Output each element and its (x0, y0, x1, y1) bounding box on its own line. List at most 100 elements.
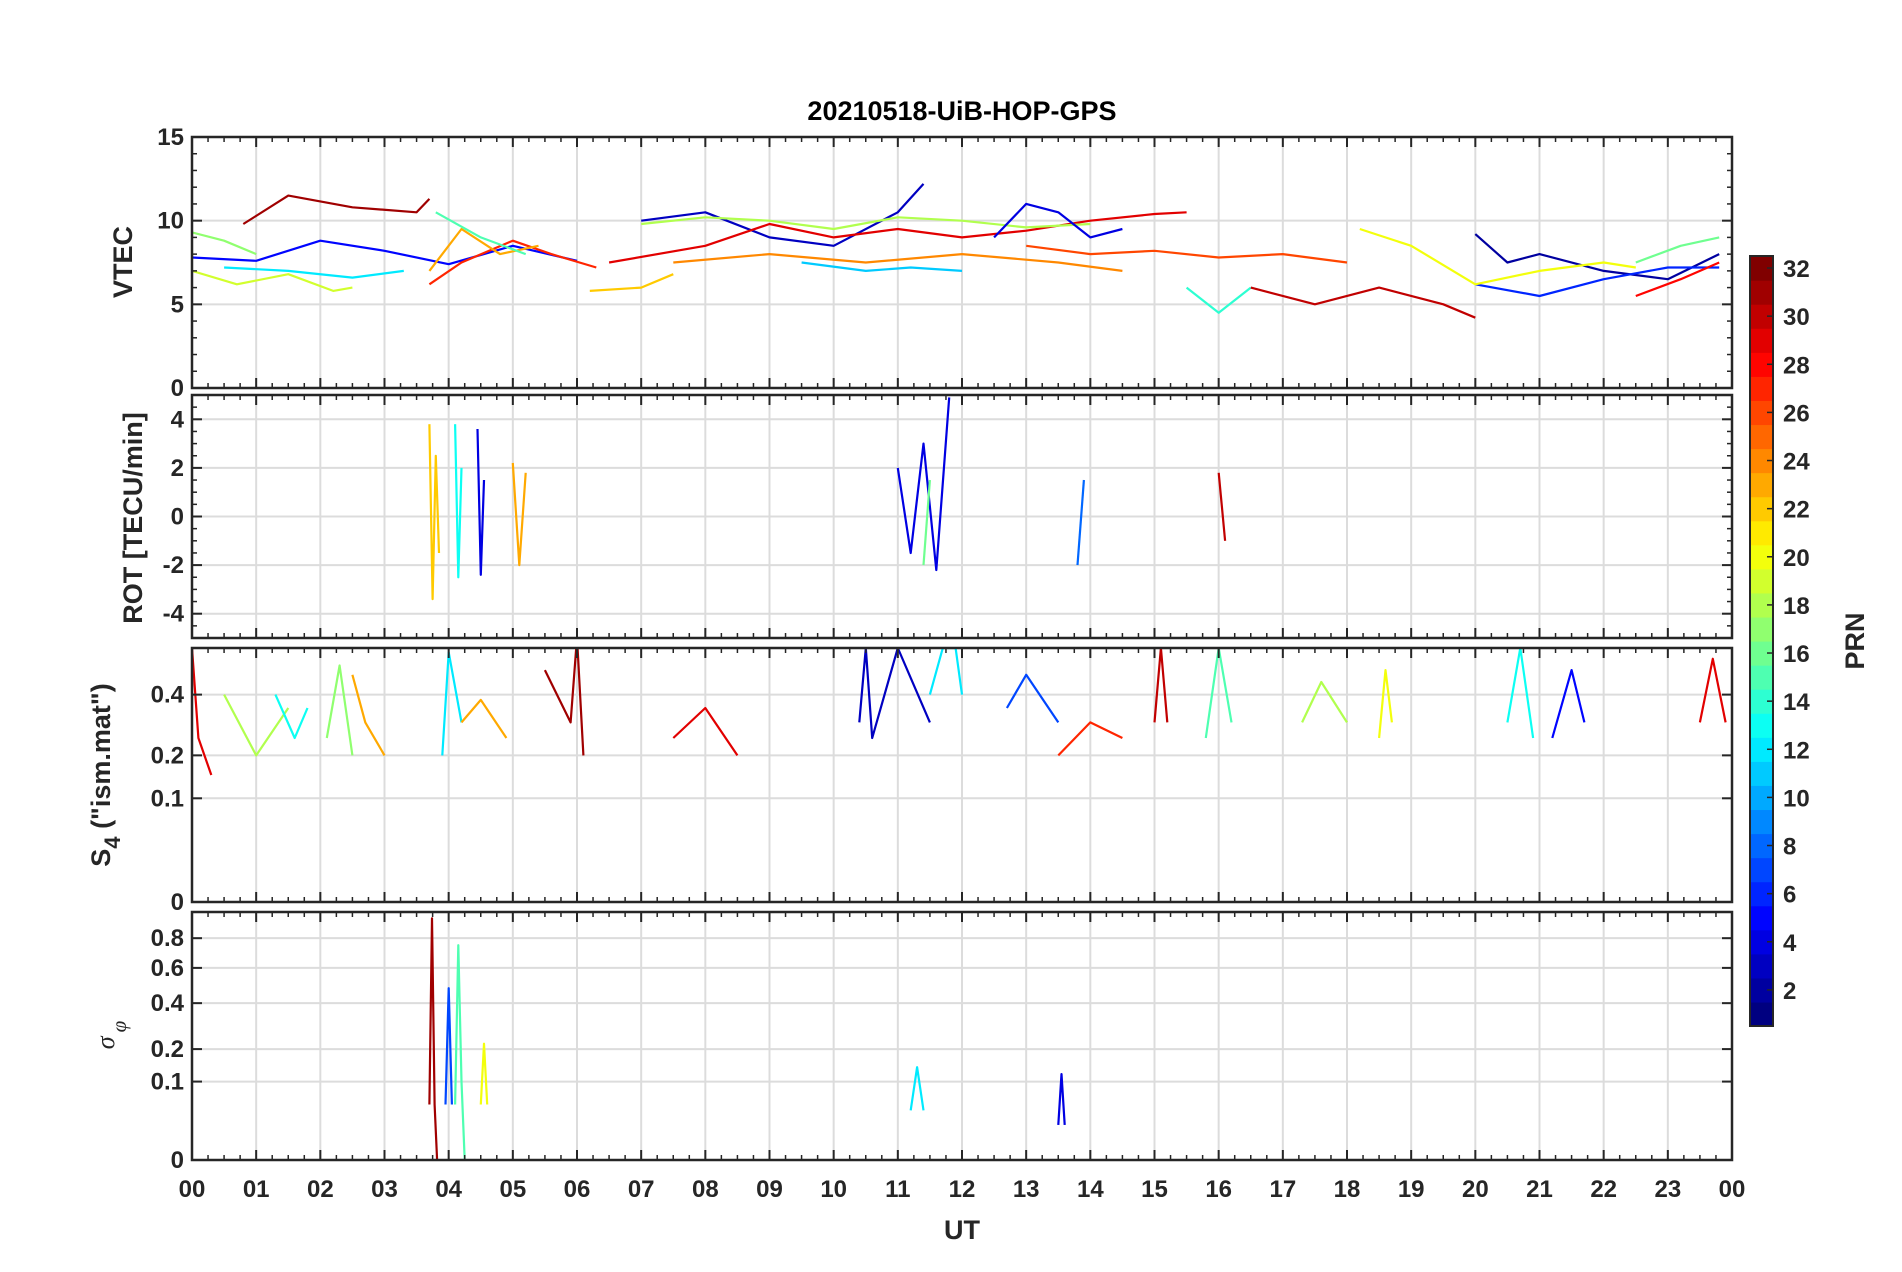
colorbar-tick-label: 32 (1783, 256, 1810, 283)
s4-series-prn-29 (192, 648, 213, 776)
colorbar-cell (1750, 665, 1773, 690)
colorbar-cell (1750, 953, 1773, 979)
vtec-series-prn-17 (192, 231, 257, 256)
x-tick-label: 06 (564, 1176, 591, 1203)
colorbar-cell (1750, 833, 1773, 859)
colorbar-tick-label: 30 (1783, 304, 1810, 331)
x-tick-label: 22 (1590, 1176, 1617, 1203)
colorbar-cell (1750, 616, 1773, 642)
vtec-ytick-label: 0 (171, 375, 184, 402)
rot-ytick-label: 2 (171, 455, 184, 482)
vtec-ytick-label: 15 (157, 124, 184, 151)
s4-panel: 0 0.1 0.2 0.4 S4 ("ism.mat") (86, 646, 1734, 916)
rot-ytick-label: -2 (163, 552, 184, 579)
x-tick-label: 13 (1013, 1176, 1040, 1203)
colorbar-cell (1750, 809, 1773, 835)
vtec-series-prn-5 (192, 239, 578, 266)
rot-series-prn-30 (1217, 472, 1227, 541)
x-tick-label: 07 (628, 1176, 655, 1203)
rot-ytick-label: -4 (163, 601, 185, 628)
x-tick-label: 15 (1141, 1176, 1168, 1203)
s4-ytick-label: 0 (171, 889, 184, 916)
vtec-series-prn-15 (435, 211, 527, 256)
s4-series-prn-20 (1378, 668, 1393, 739)
colorbar-cell (1750, 905, 1773, 931)
s4-series-prn-15 (1204, 648, 1233, 739)
vtec-series-prn-23 (428, 227, 539, 272)
sigma-phi-ylabel-base: σ (91, 1035, 120, 1049)
rot-series-prn-4 (896, 397, 951, 572)
colorbar-cell (1750, 1001, 1773, 1027)
s4-series-prn-5 (1551, 668, 1586, 739)
x-tick-label: 11 (885, 1176, 910, 1203)
rot-series-prn-13 (454, 424, 463, 579)
s4-series-prn-17 (325, 664, 354, 756)
vtec-series-prn-29 (608, 211, 1187, 264)
s4-series-prn-23 (351, 674, 386, 756)
x-tick-label: 23 (1654, 1176, 1681, 1203)
colorbar-tick-label: 20 (1783, 545, 1810, 572)
sigma-phi-ytick-label: 0.6 (151, 955, 184, 982)
vtec-series-prn-14 (1185, 286, 1252, 314)
s4-series-prn-3 (858, 648, 931, 740)
vtec-series-prn-6 (1475, 266, 1720, 298)
s4-ylabel-rest: ("ism.mat") (86, 683, 116, 836)
colorbar-cell (1750, 304, 1773, 329)
sigma-phi-ylabel: σφ (91, 1020, 131, 1049)
colorbar-cell (1750, 544, 1773, 570)
colorbar-cell (1750, 737, 1773, 762)
s4-ylabel-base: S (86, 849, 116, 867)
x-tick-label: 05 (499, 1176, 526, 1203)
colorbar-cell (1750, 376, 1773, 401)
colorbar-cell (1750, 280, 1773, 305)
colorbar-tick-label: 10 (1783, 785, 1810, 812)
vtec-series-prn-27 (428, 239, 597, 286)
x-tick-label: 10 (820, 1176, 847, 1203)
rot-panel: -4 -2 0 2 4 ROT [TECU/min] (118, 393, 1734, 640)
colorbar-tick-label: 16 (1783, 641, 1810, 668)
vtec-series-prn-2 (1474, 233, 1720, 281)
figure-title: 20210518-UiB-HOP-GPS (807, 96, 1116, 126)
vtec-series-prn-31 (242, 194, 431, 225)
vtec-ytick-label: 5 (171, 291, 184, 318)
colorbar-cell (1750, 496, 1773, 522)
x-tick-label: 09 (756, 1176, 783, 1203)
sigma-phi-ytick-label: 0.2 (151, 1036, 184, 1063)
s4-series-prn-29 (672, 706, 739, 757)
vtec-series-prn-19 (192, 269, 353, 292)
colorbar-cell (1750, 352, 1773, 377)
s4-series-prn-18 (223, 694, 290, 757)
colorbar-tick-label: 18 (1783, 593, 1810, 620)
vtec-ytick-label: 10 (157, 208, 184, 235)
colorbar-cell (1750, 881, 1773, 907)
colorbar-tick-label: 26 (1783, 400, 1810, 427)
x-tick-label: 17 (1269, 1176, 1296, 1203)
x-tick-label: 04 (435, 1176, 462, 1203)
colorbar-cell (1750, 424, 1773, 450)
s4-series-prn-31 (543, 648, 585, 756)
colorbar-cell (1750, 592, 1773, 618)
sigma-phi-ytick-label: 0 (171, 1147, 184, 1174)
rot-axes-box (190, 393, 1734, 640)
s4-ytick-label: 0.1 (151, 785, 184, 812)
colorbar-cell (1750, 977, 1773, 1003)
sigma-phi-ytick-label: 0.1 (151, 1069, 184, 1096)
s4-ytick-label: 0.4 (151, 682, 185, 709)
sigma-phi-series-prn-20 (479, 1042, 489, 1105)
colorbar-label: PRN (1840, 612, 1870, 669)
colorbar-tick-label: 6 (1783, 882, 1796, 909)
vtec-series-prn-12 (224, 266, 404, 279)
s4-series-prn-27 (1057, 721, 1123, 757)
s4-series-prn-13 (274, 694, 309, 740)
colorbar-cell (1750, 761, 1773, 786)
vtec-series-prn-22 (589, 273, 674, 292)
rot-series-prn-4 (476, 428, 486, 576)
x-tick-label: 14 (1077, 1176, 1104, 1203)
colorbar-cell (1750, 713, 1773, 738)
colorbar-cell (1750, 568, 1773, 594)
rot-series-prn-8 (1076, 479, 1085, 566)
x-tick-label: 03 (371, 1176, 398, 1203)
vtec-series-prn-28 (1635, 261, 1720, 298)
